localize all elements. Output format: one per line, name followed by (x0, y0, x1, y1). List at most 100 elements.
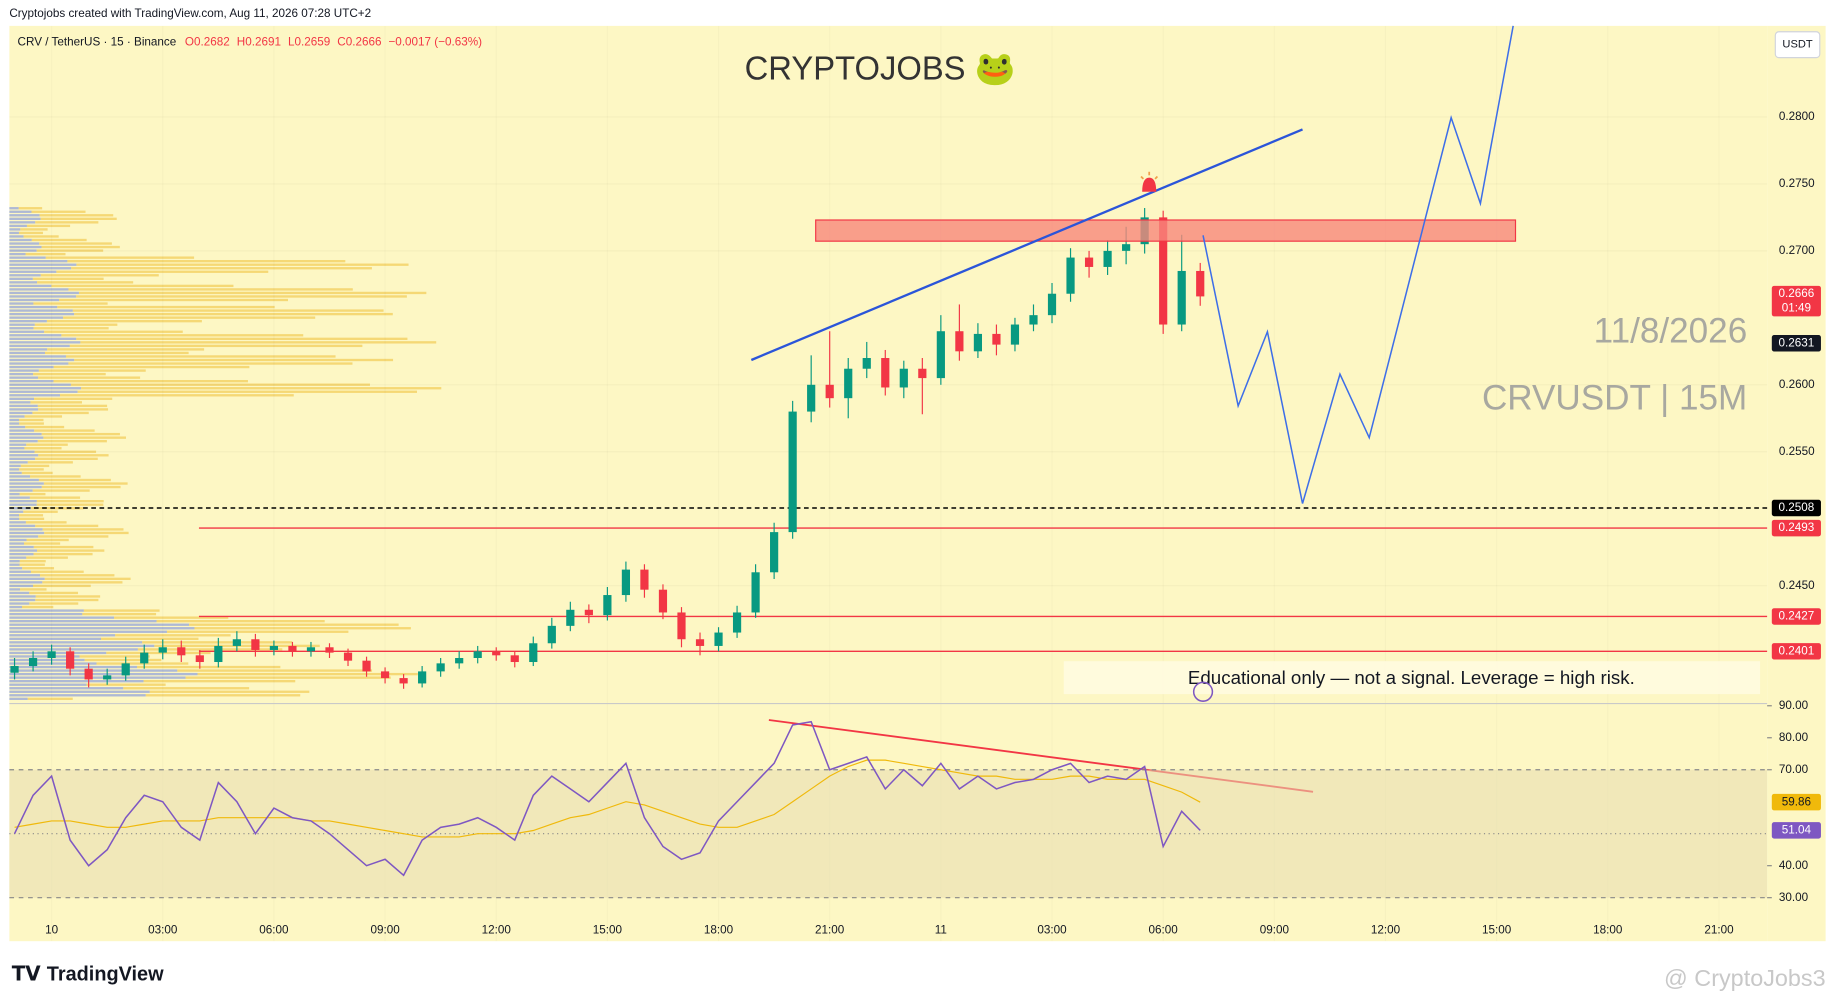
profile-bar (76, 337, 408, 340)
profile-bar (9, 464, 21, 468)
rsi-band (9, 769, 1768, 898)
profile-bar (9, 630, 167, 633)
profile-bar (41, 485, 121, 489)
profile-bar (25, 521, 67, 524)
profile-bar (9, 351, 46, 355)
profile-bar (34, 323, 118, 326)
profile-bar (9, 450, 35, 453)
profile-bar (81, 387, 442, 390)
profile-bar (34, 429, 95, 432)
profile-bar (9, 648, 138, 651)
profile-bar (32, 411, 89, 415)
profile-bar (9, 447, 25, 450)
candle-body (121, 663, 130, 676)
candle-body (603, 595, 612, 616)
candle-body (1066, 257, 1075, 294)
candle-body (899, 368, 908, 388)
candle-body (436, 663, 445, 672)
profile-bar (9, 245, 42, 249)
profile-bar (33, 584, 91, 588)
price-label: 0.2508 (1779, 501, 1815, 514)
profile-bar (37, 549, 105, 552)
profile-bar (9, 514, 19, 517)
profile-bar (9, 577, 45, 580)
candle-body (807, 384, 816, 412)
candle-body (66, 651, 75, 669)
axes: 0.2450 0.2550 0.2600 0.2700 0.2750 0.2800 10 03… (45, 110, 1821, 937)
candle-body (269, 645, 279, 650)
rsi-line (14, 759, 1201, 838)
profile-bar (9, 683, 87, 686)
candle-body (1010, 324, 1020, 345)
candle-body (992, 333, 1001, 345)
profile-bar (33, 302, 108, 305)
candle-body (140, 652, 149, 664)
candle-body (510, 655, 519, 663)
profile-bar (24, 447, 62, 450)
profile-bar (9, 616, 115, 619)
profile-bar (9, 591, 30, 595)
candle-body (47, 651, 56, 658)
profile-bar (84, 658, 162, 662)
x-tick-label: 21:00 (815, 924, 845, 937)
candle-body (343, 652, 353, 661)
candle-body (1047, 293, 1057, 316)
profile-bar (36, 500, 104, 503)
profile-bar (9, 563, 20, 566)
profile-bar (33, 545, 94, 549)
price-label: 0.2401 (1779, 644, 1815, 657)
rsi-value: 59.86 (1782, 795, 1811, 808)
profile-bar (18, 207, 43, 210)
profile-bar (9, 337, 77, 340)
profile-bar (9, 238, 32, 242)
profile-bar (185, 676, 391, 679)
profile-bar (38, 369, 146, 372)
profile-bar (9, 348, 48, 351)
candle-body (955, 331, 964, 352)
x-tick-label: 10 (45, 924, 58, 937)
profile-bar (19, 422, 44, 425)
candle-body (158, 647, 167, 653)
profile-bar (9, 217, 41, 220)
profile-bar (24, 415, 63, 418)
candle-body (177, 647, 186, 656)
profile-bar (32, 489, 90, 492)
profile-bar (166, 630, 349, 633)
profile-bar (19, 560, 46, 563)
profile-bar (9, 598, 36, 602)
candle-body (1196, 270, 1205, 297)
currency-box[interactable] (1774, 31, 1821, 59)
profile-bar (19, 492, 46, 496)
ohlc-value: H0.2691 (237, 35, 281, 48)
profile-bar (68, 362, 353, 365)
flash-icon[interactable] (1192, 681, 1214, 702)
profile-bar (38, 535, 109, 538)
candle-body (584, 609, 593, 616)
profile-bar (177, 669, 373, 672)
profile-bar (77, 390, 417, 393)
price-label: 0.2631 (1779, 336, 1815, 349)
tv-logo: TradingView (47, 964, 164, 986)
candle-body (825, 384, 834, 399)
x-tick-label: 06:00 (259, 924, 289, 937)
candle-body (103, 675, 112, 680)
y-tick-label: 0.2750 (1779, 177, 1815, 190)
x-tick-label: 21:00 (1704, 924, 1734, 937)
candle-body (973, 333, 983, 352)
profile-bar (9, 556, 27, 559)
price-label: 0.2493 (1779, 521, 1815, 534)
profile-bar (40, 274, 159, 277)
profile-bar (72, 309, 384, 312)
profile-bar (197, 672, 418, 676)
candle-body (455, 657, 464, 664)
profile-bar (9, 334, 62, 337)
profile-bar (9, 270, 57, 273)
profile-bar (9, 581, 43, 584)
rsi-tick-label: 30.00 (1779, 891, 1809, 904)
candle-body (621, 569, 631, 596)
profile-bar (9, 492, 20, 496)
profile-bar (20, 464, 50, 468)
profile-bar (9, 620, 157, 623)
profile-bar (9, 214, 40, 217)
profile-bar (9, 376, 39, 379)
